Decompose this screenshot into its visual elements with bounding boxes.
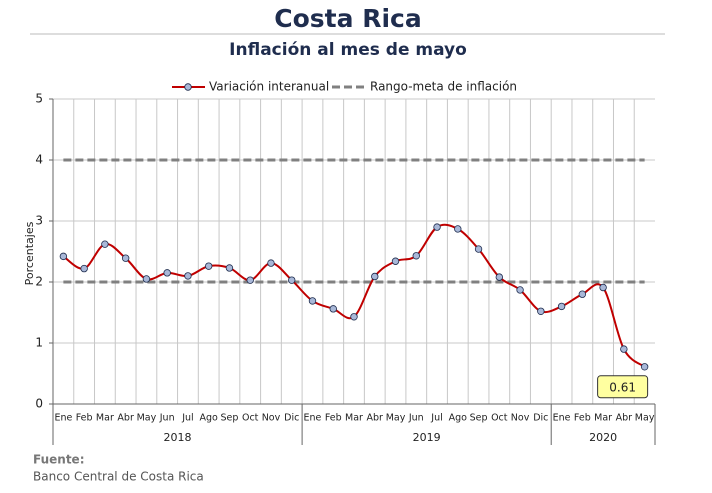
y-tick-label: 1 [35,336,43,350]
point [225,264,234,272]
value-label: 0.61 [609,380,636,394]
x-tick-label: Mar [96,413,114,424]
x-tick-label: Sep [470,413,488,424]
point [267,259,275,267]
series-line [62,223,646,368]
x-tick-label: May [137,413,157,424]
x-tick-label: Feb [574,413,591,424]
group-label: 2019 [413,431,441,444]
point [204,262,213,270]
source: Banco Central de Costa Rica [33,470,204,484]
point [246,276,254,284]
source-heading: Fuente: [33,453,85,467]
point [640,363,649,371]
x-tick-label: Jun [408,413,424,424]
legend-label: Variación interanual [209,80,329,94]
y-axis-label: Porcentajes [23,221,36,285]
point [454,225,462,233]
point [350,313,358,321]
y-tick-label: 5 [35,92,43,106]
x-tick-label: Mar [594,413,612,424]
legend-label: Rango-meta de inflación [370,80,517,94]
x-tick-label: Feb [76,413,93,424]
point [288,276,296,284]
point [329,305,337,313]
point [184,272,192,280]
x-tick-label: Jun [159,413,175,424]
x-tick-label: Ene [553,413,571,424]
point [308,297,317,305]
y-tick-label: 4 [35,153,43,167]
x-tick-label: May [635,413,655,424]
x-tick-label: Sep [220,413,238,424]
point [391,257,400,265]
x-tick-label: Nov [511,413,530,424]
x-tick-label: Feb [325,413,342,424]
x-tick-label: Ene [54,413,72,424]
point [80,264,88,273]
point [433,223,441,231]
group-label: 2018 [164,431,192,444]
point [142,275,151,283]
x-tick-label: May [386,413,406,424]
x-tick-label: Jul [181,413,193,424]
x-tick-label: Dic [533,413,548,424]
value-label-box [597,375,649,399]
point [516,286,524,294]
point [599,283,607,292]
point [495,273,504,281]
x-tick-label: Abr [616,413,633,424]
point [412,252,420,260]
legend-marker [184,83,192,91]
x-tick-label: Mar [345,413,363,424]
chart-title: Costa Rica [274,4,421,33]
point [163,269,171,277]
point [121,254,130,262]
y-tick-label: 2 [35,275,43,289]
point [371,272,379,281]
point [537,307,545,315]
x-tick-label: Nov [262,413,281,424]
x-tick-label: Ago [449,413,468,424]
x-tick-label: Oct [242,413,259,424]
group-label: 2020 [589,431,617,444]
x-tick-label: Dic [284,413,299,424]
x-tick-label: Jul [430,413,442,424]
x-tick-label: Ene [304,413,322,424]
x-tick-label: Abr [367,413,384,424]
point [557,302,566,311]
y-tick-label: 3 [35,214,43,228]
y-tick-label: 0 [35,397,43,411]
chart-subtitle: Inflación al mes de mayo [229,40,467,60]
x-tick-label: Oct [491,413,508,424]
point [59,252,68,261]
point [620,345,628,353]
point [578,290,587,298]
point [101,240,109,248]
x-tick-label: Ago [200,413,219,424]
point [474,245,483,253]
x-tick-label: Abr [117,413,134,424]
